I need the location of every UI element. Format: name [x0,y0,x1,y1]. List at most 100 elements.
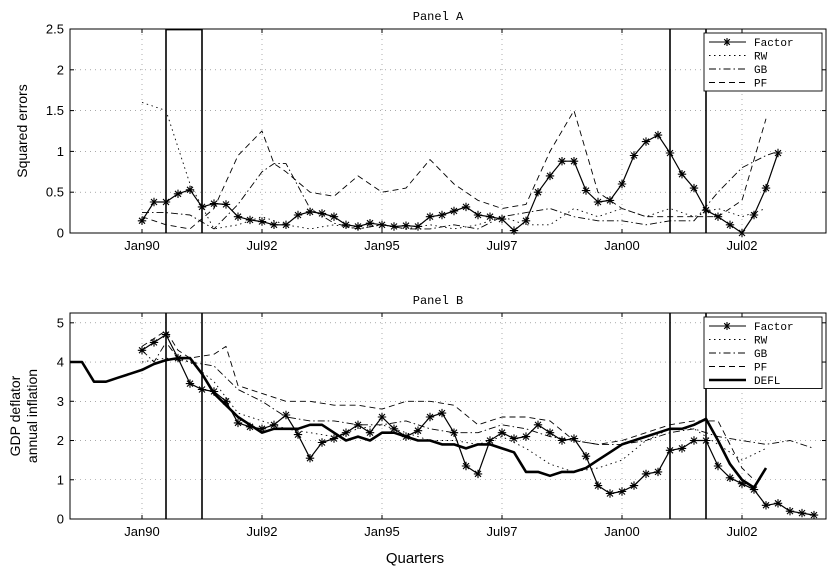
panel-a-point-factor-28 [473,210,483,220]
panel-b-point-factor-37 [581,452,591,461]
panel-a-point-factor-19 [365,219,375,228]
panel-a-point-factor-52 [761,183,771,193]
panel-b-xtick-label-5: Jul02 [726,524,757,539]
panel-b-point-factor-20 [377,412,387,422]
panel-b-xtick-label-4: Jan00 [604,524,639,539]
panel-b-series-gb [141,341,815,449]
panel-a-point-factor-10 [257,217,267,226]
panel-b-legend-marker-factor [723,322,731,330]
panel-a-point-factor-43 [653,130,663,140]
panel-b-legend-label-rw: RW [754,336,768,348]
panel-a-xtick-label-5: Jul02 [726,238,757,253]
panel-b-point-factor-51 [749,485,759,494]
panel-b-point-factor-28 [473,469,483,479]
panel-a-point-factor-22 [401,221,411,230]
panel-a-point-factor-36 [569,157,579,166]
panel-a-point-factor-13 [293,210,303,220]
panel-a-point-factor-37 [581,186,591,195]
panel-a-point-factor-11 [269,220,279,229]
panel-b-ylabel-line-0: GDP deflator [7,375,23,456]
panel-a-point-factor-24 [425,212,435,221]
panel-a-point-factor-27 [461,202,471,212]
panel-b-point-factor-43 [653,467,663,477]
panel-a-point-factor-5 [197,202,207,212]
panel-b: Jan90 Jul92 Jan95 Jul97 Jan00 Jul02 0 1 2 3 4 5 Pane… [7,294,827,539]
panel-a-legend [703,32,823,92]
panel-a-ytick-label-0: 0 [57,226,64,241]
panel-b-point-factor-2 [161,330,171,339]
x-axis-label: Quarters [386,550,444,567]
panel-a-legend-label-gb: GB [754,65,768,77]
panel-b-point-factor-44 [665,446,675,455]
panel-a-legend-marker-factor [723,38,731,46]
panel-b-point-factor-23 [413,426,423,435]
panel-b-point-factor-9 [245,422,255,431]
panel-b-legend-label-factor: Factor [754,322,794,334]
panel-b-ytick-label-3: 3 [57,394,64,409]
panel-b-point-factor-47 [701,436,711,445]
panel-b-point-factor-48 [713,461,723,471]
panel-b-point-factor-56 [809,510,819,520]
panel-b-point-factor-25 [437,408,447,418]
panel-b-point-factor-26 [449,428,459,437]
panel-a-ytick-label-3: 1.5 [46,103,64,118]
panel-a-series-rw [141,101,767,230]
panel-a-point-factor-4 [185,185,195,194]
panel-b-title: Panel B [413,294,463,308]
panel-b-point-factor-41 [629,481,639,490]
panel-b-point-factor-12 [281,410,291,420]
panel-b-series-defl [70,356,768,489]
panel-b-point-factor-19 [365,428,375,437]
panel-b-xtick-label-0: Jan90 [124,524,159,539]
panel-a-point-factor-29 [485,212,495,221]
panel-b-ylabel-line-1: annual inflation [24,369,40,463]
panel-a-point-factor-21 [389,222,399,231]
panel-a-ytick-label-1: 0.5 [46,185,64,200]
panel-a-xtick-label-0: Jan90 [124,238,159,253]
panel-b-point-factor-11 [269,420,279,429]
panel-b-point-factor-10 [257,424,267,433]
panel-a-point-factor-53 [773,148,783,158]
panel-a-point-factor-8 [233,212,243,221]
panel-a-point-factor-38 [593,197,603,207]
panel-a-point-factor-17 [341,220,351,229]
panel-b-point-factor-5 [197,385,207,394]
panel-b-point-factor-1 [149,338,159,347]
panel-b-point-factor-33 [533,420,543,429]
panel-a-ytick-label-2: 1 [57,144,64,159]
panel-a-point-factor-41 [629,151,639,160]
panel-a-point-factor-2 [161,197,171,207]
panel-a-point-factor-47 [701,206,711,215]
panel-a-point-factor-30 [497,214,507,224]
panel-a-legend-label-factor: Factor [754,38,794,50]
panel-a-point-factor-23 [413,222,423,231]
panel-b-point-factor-32 [521,432,531,441]
panel-a-axes-frame [69,28,827,234]
panel-a-point-factor-18 [353,222,363,231]
panel-b-point-factor-4 [185,379,195,388]
panel-b-point-factor-15 [317,438,327,447]
panel-b-point-factor-53 [773,499,783,508]
panel-a-point-factor-45 [677,170,687,179]
panel-a-point-factor-1 [149,197,159,207]
panel-b-xtick-label-1: Jul92 [246,524,277,539]
panel-b-legend-label-pf: PF [754,363,767,375]
panel-b-point-factor-54 [785,507,795,516]
panel-a-point-factor-49 [725,220,735,229]
panel-a-xtick-label-4: Jan00 [604,238,639,253]
panel-a-point-factor-33 [533,188,543,197]
panel-b-point-factor-39 [605,489,615,498]
panel-a-point-factor-25 [437,210,447,220]
panel-b-point-factor-45 [677,444,687,453]
panel-a-point-factor-35 [557,157,567,166]
panel-a-series-gb [142,150,779,230]
panel-b-point-factor-42 [641,469,651,479]
panel-a-point-factor-6 [209,199,219,208]
panel-a-xtick-label-2: Jan95 [364,238,399,253]
panel-a-title: Panel A [413,10,464,24]
panel-b-point-factor-36 [569,434,579,443]
panel-a: Jan90 Jul92 Jan95 Jul97 Jan00 Jul02 0 0.5 1 1.5 2 2… [14,10,827,253]
panel-a-point-factor-12 [281,220,291,229]
